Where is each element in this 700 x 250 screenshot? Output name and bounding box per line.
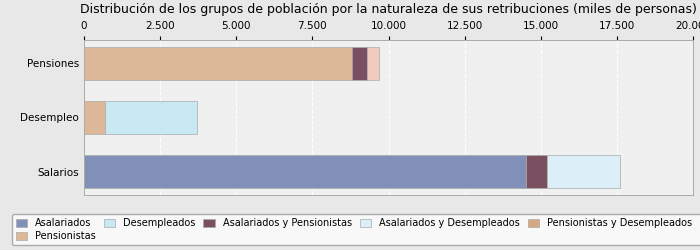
Bar	[368, 47, 379, 80]
Bar	[352, 47, 368, 80]
Bar	[526, 156, 547, 188]
Legend: Asalariados, Pensionistas, Desempleados, Asalariados y Pensionistas, Asalariados: Asalariados, Pensionistas, Desempleados,…	[12, 214, 700, 245]
Bar	[105, 101, 197, 134]
Title: Distribución de los grupos de población por la naturaleza de sus retribuciones (: Distribución de los grupos de población …	[80, 3, 697, 16]
Bar	[84, 101, 105, 134]
Bar	[84, 156, 526, 188]
Bar	[547, 156, 620, 188]
Bar	[84, 47, 352, 80]
